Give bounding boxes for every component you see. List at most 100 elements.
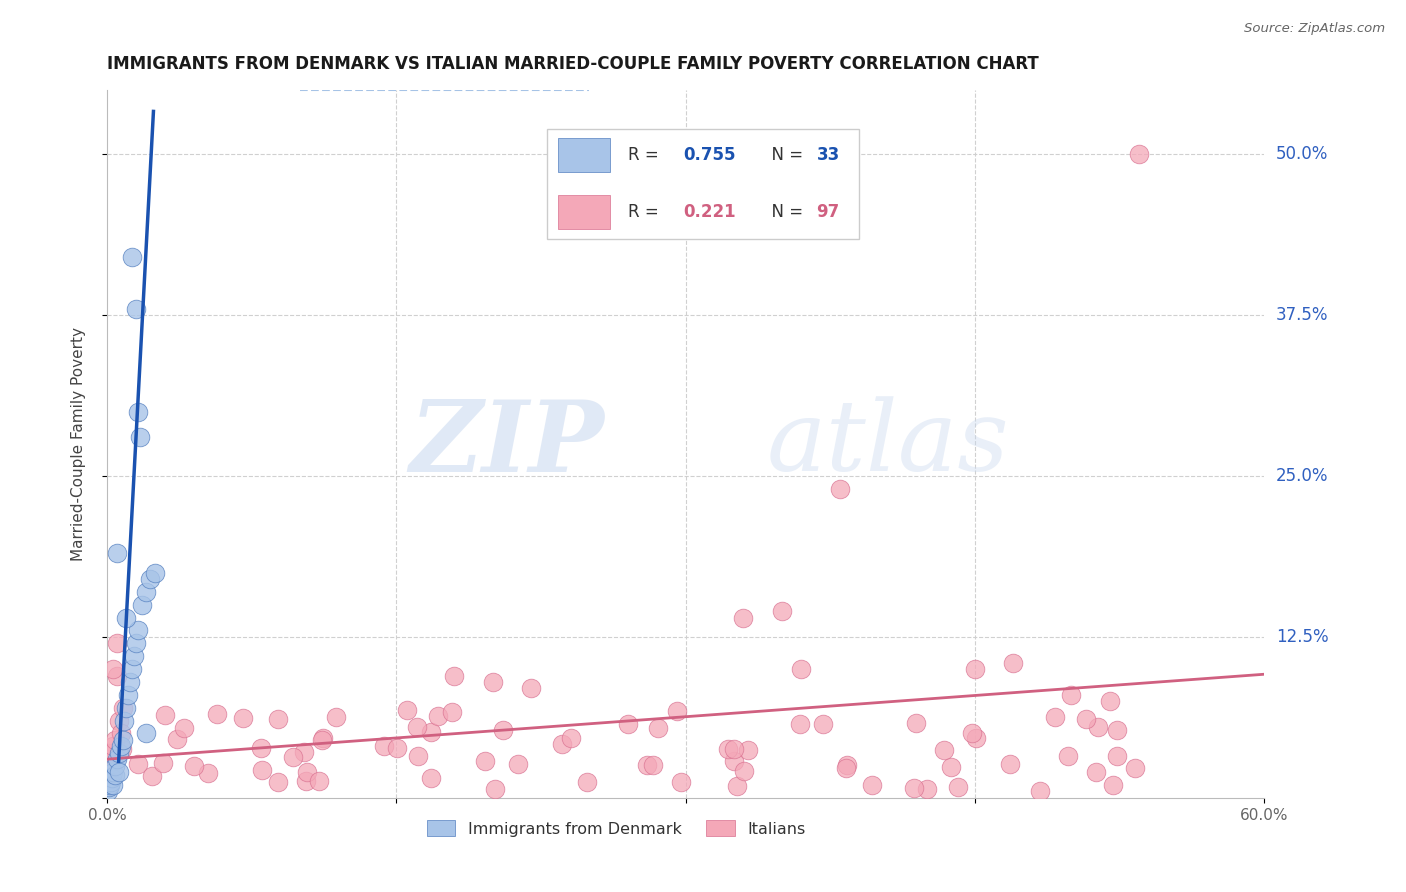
Point (125, 636, 148, 650)
Point (905, 715, 928, 730)
Point (1029, 784, 1052, 798)
Point (474, 754, 496, 768)
Text: R =: R = (628, 203, 664, 221)
Point (127, 624, 149, 638)
Y-axis label: Married-Couple Family Poverty: Married-Couple Family Poverty (72, 326, 86, 561)
Point (576, 775, 599, 789)
Point (1087, 720, 1109, 734)
Point (110, 739, 132, 754)
Text: ZIP: ZIP (409, 396, 605, 492)
Point (828, 482, 851, 496)
Point (1060, 688, 1083, 702)
Point (934, 743, 956, 757)
Point (281, 750, 304, 764)
Point (560, 731, 582, 746)
Point (166, 732, 188, 747)
Point (267, 774, 290, 789)
Point (120, 675, 142, 690)
Point (385, 741, 408, 756)
Point (98, 752, 121, 766)
Point (1098, 694, 1121, 708)
Point (104, 767, 127, 781)
Point (110, 726, 132, 740)
Point (117, 688, 139, 702)
Point (125, 301, 148, 316)
Point (295, 774, 318, 789)
Point (965, 731, 987, 745)
Point (101, 739, 124, 754)
Point (250, 764, 273, 778)
Point (1002, 656, 1025, 670)
Point (725, 779, 748, 793)
Point (100, 746, 122, 760)
Point (811, 716, 834, 731)
Point (100, 775, 122, 789)
Point (960, 725, 983, 739)
Point (1102, 778, 1125, 792)
Point (1128, 147, 1150, 161)
Point (325, 710, 347, 724)
FancyBboxPatch shape (558, 138, 610, 172)
Text: 33: 33 (817, 146, 839, 164)
Point (406, 748, 429, 763)
Text: Source: ZipAtlas.com: Source: ZipAtlas.com (1244, 22, 1385, 36)
Point (1084, 765, 1107, 780)
Point (101, 662, 124, 676)
Point (1074, 712, 1097, 726)
Point (419, 724, 441, 739)
Point (492, 723, 515, 738)
Point (789, 716, 811, 731)
Text: IMMIGRANTS FROM DENMARK VS ITALIAN MARRIED-COUPLE FAMILY POVERTY CORRELATION CHA: IMMIGRANTS FROM DENMARK VS ITALIAN MARRI… (107, 55, 1039, 73)
Point (107, 714, 129, 728)
Text: 25.0%: 25.0% (1275, 467, 1329, 485)
Point (112, 714, 135, 728)
Point (128, 430, 150, 444)
Point (292, 745, 315, 759)
Point (946, 780, 969, 794)
Point (111, 742, 134, 756)
Text: 97: 97 (817, 203, 839, 221)
FancyBboxPatch shape (547, 129, 859, 239)
Point (152, 756, 174, 771)
Point (395, 703, 418, 717)
Point (733, 610, 755, 624)
Point (903, 781, 925, 796)
Point (665, 704, 688, 718)
Point (131, 598, 153, 612)
Point (312, 731, 335, 745)
Point (616, 717, 638, 731)
Point (835, 761, 858, 775)
Point (105, 752, 128, 766)
Point (717, 741, 740, 756)
Point (1057, 749, 1080, 764)
Point (963, 662, 986, 676)
Point (636, 758, 658, 772)
Point (643, 757, 665, 772)
Text: R =: R = (628, 146, 664, 164)
FancyBboxPatch shape (558, 195, 610, 229)
Text: 0.221: 0.221 (683, 203, 735, 221)
Point (232, 711, 254, 725)
Point (183, 759, 205, 773)
Point (1123, 760, 1146, 774)
Point (441, 706, 464, 720)
Point (443, 668, 465, 682)
Point (97, 784, 120, 798)
Text: atlas: atlas (766, 396, 1010, 491)
Point (1107, 723, 1129, 738)
Legend: Immigrants from Denmark, Italians: Immigrants from Denmark, Italians (420, 814, 813, 843)
Text: 0.755: 0.755 (683, 146, 735, 164)
Point (1000, 756, 1022, 771)
Point (420, 771, 443, 785)
Text: 50.0%: 50.0% (1275, 145, 1329, 163)
Point (406, 720, 429, 734)
Point (297, 765, 319, 780)
Point (101, 765, 124, 780)
Point (127, 757, 149, 772)
Text: N =: N = (761, 146, 808, 164)
Point (122, 649, 145, 664)
Point (105, 546, 128, 560)
Point (207, 706, 229, 721)
Text: 37.5%: 37.5% (1275, 306, 1329, 324)
Point (121, 250, 143, 264)
